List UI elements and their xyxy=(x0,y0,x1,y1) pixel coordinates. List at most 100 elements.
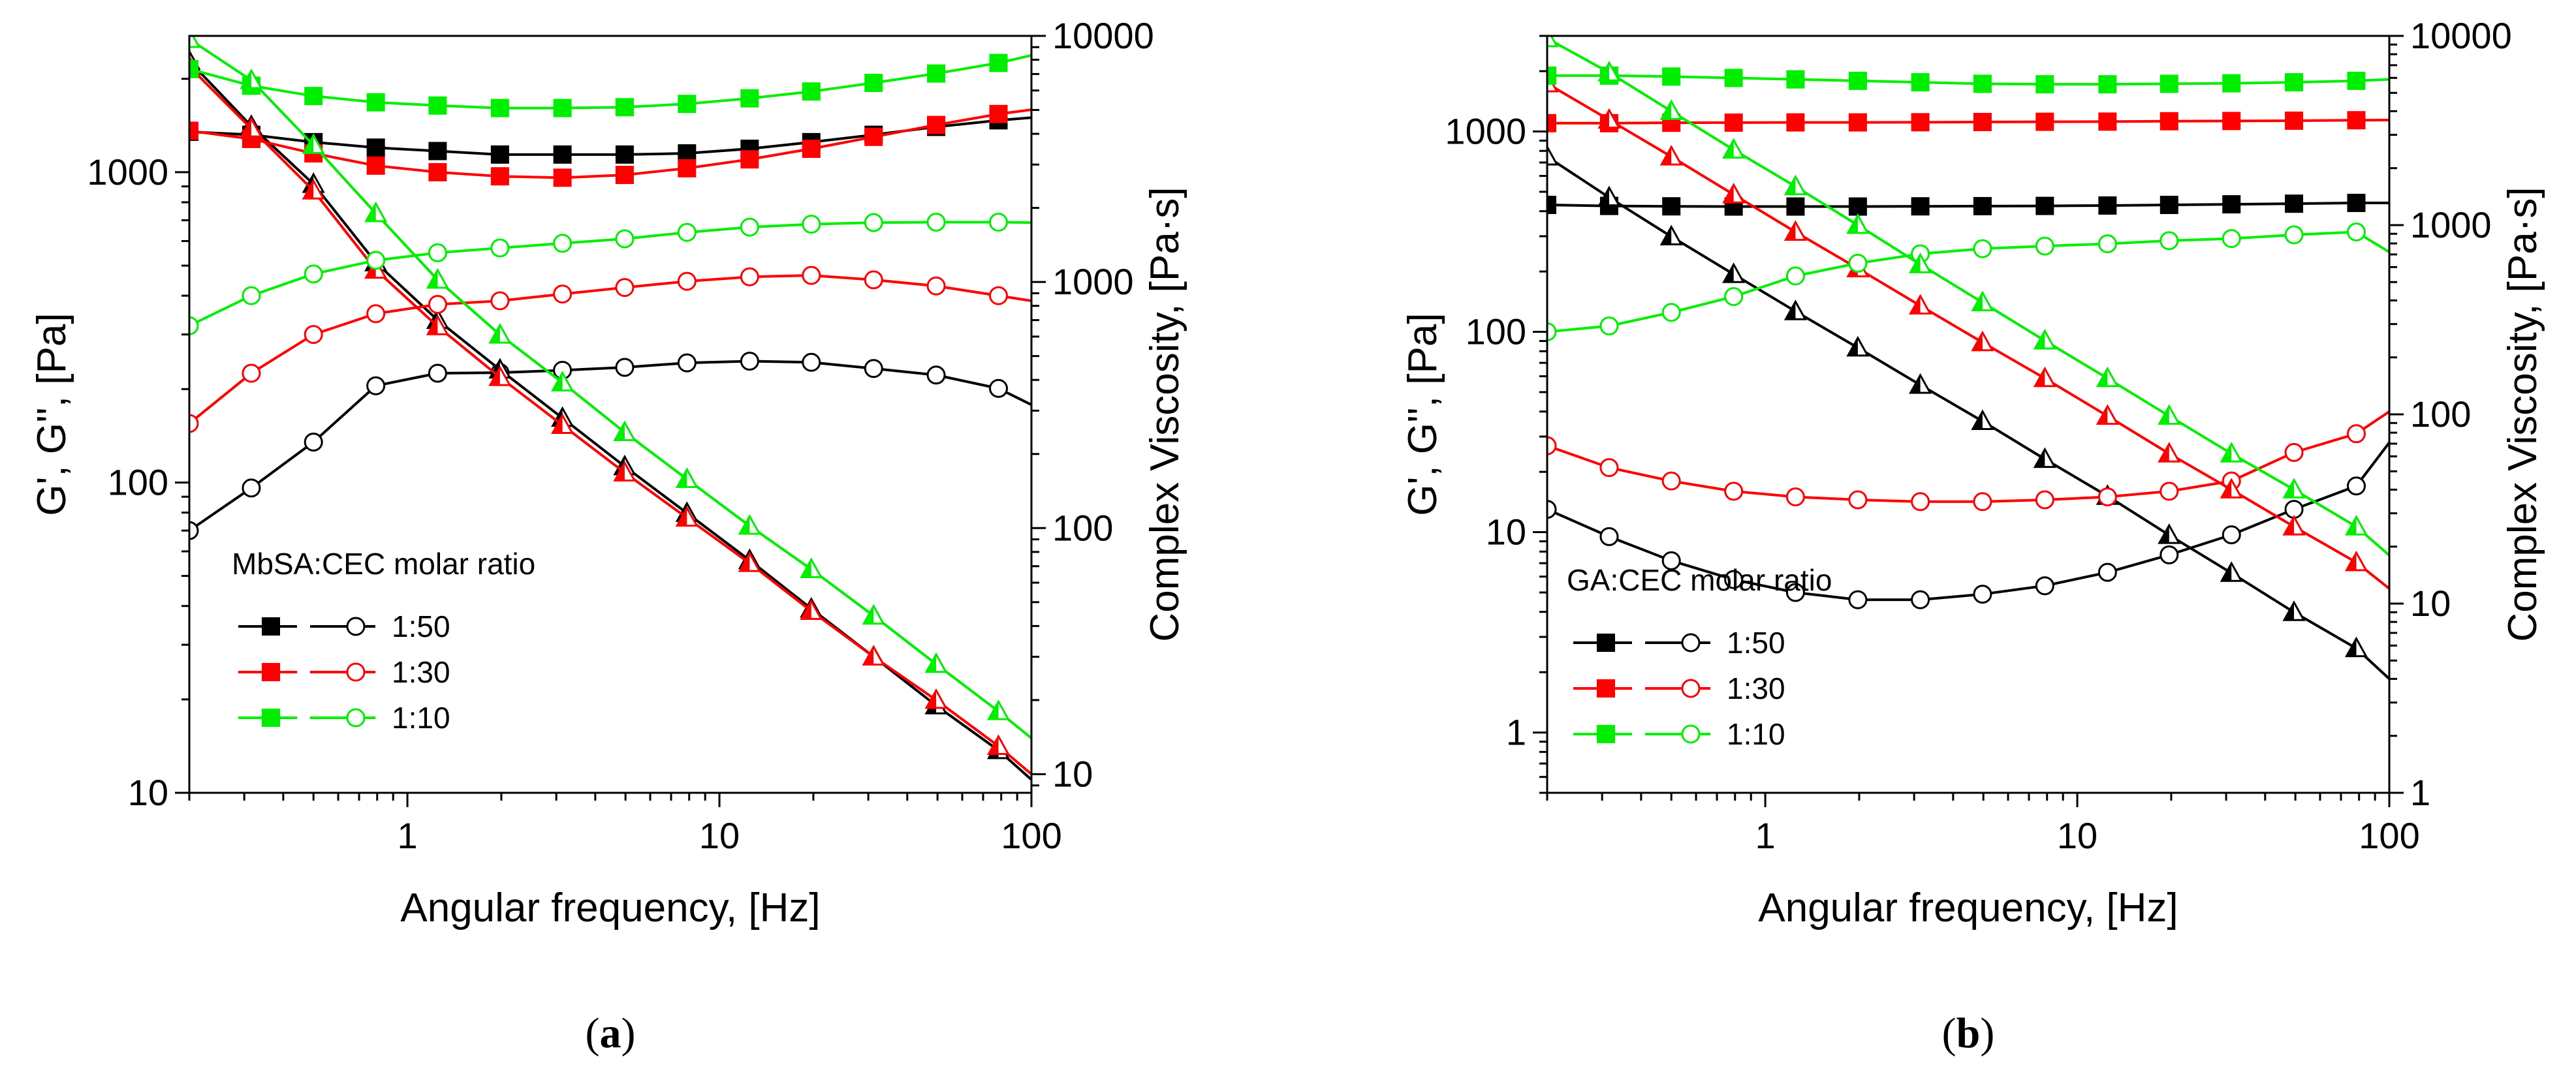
x-tick-label: 1 xyxy=(398,815,418,856)
data-point xyxy=(2158,442,2181,463)
data-point xyxy=(551,371,574,392)
marker-fill-half xyxy=(180,57,189,74)
data-point xyxy=(2035,196,2054,215)
x-tick-label: 1 xyxy=(1755,815,1776,856)
data-point xyxy=(2035,75,2054,94)
data-point xyxy=(189,414,199,433)
series-1-10-storage-modulus xyxy=(189,54,1031,117)
legend-marker-square xyxy=(1597,634,1615,652)
data-point xyxy=(862,604,885,625)
data-point xyxy=(189,316,199,335)
legend-item: 1:10 xyxy=(238,701,450,735)
y2-tick-label: 10 xyxy=(2410,583,2451,624)
data-point xyxy=(2285,194,2304,213)
data-point xyxy=(2282,600,2306,621)
data-point xyxy=(989,54,1008,72)
marker-outline xyxy=(1547,145,1559,166)
data-point xyxy=(740,267,759,286)
data-point xyxy=(988,213,1008,232)
data-point xyxy=(1911,492,1930,512)
data-point xyxy=(1547,500,1557,519)
data-point xyxy=(2035,236,2054,256)
data-point xyxy=(675,506,699,527)
data-point xyxy=(988,286,1008,305)
data-point xyxy=(2098,75,2117,94)
data-point xyxy=(1848,490,1868,510)
data-point xyxy=(2284,442,2304,462)
marker-fill-half xyxy=(1661,226,1672,245)
data-point xyxy=(1973,196,1992,215)
series-line xyxy=(189,274,1031,425)
data-point xyxy=(1783,220,1807,241)
data-point xyxy=(240,117,263,138)
data-point xyxy=(1783,300,1807,320)
data-point xyxy=(615,166,634,185)
series-1-30-loss-modulus xyxy=(189,266,1031,433)
marker-fill-half xyxy=(552,415,563,433)
data-point xyxy=(2033,329,2056,350)
data-point xyxy=(304,264,323,284)
data-point xyxy=(615,358,635,377)
series-1-10-loss-modulus xyxy=(189,213,1031,335)
x-axis-label: Angular frequency, [Hz] xyxy=(400,885,820,930)
legend-marker-circle xyxy=(1681,633,1701,653)
x-tick-label: 100 xyxy=(1001,815,1061,856)
data-point xyxy=(426,315,449,335)
x-tick-label: 10 xyxy=(2057,815,2097,856)
data-point xyxy=(1911,73,1930,92)
data-point xyxy=(2035,112,2054,131)
data-point xyxy=(615,229,635,249)
legend-marker-circle xyxy=(346,708,366,728)
y2-tick-label: 10 xyxy=(1052,753,1093,794)
legend-label: 1:30 xyxy=(1727,671,1785,705)
marker-fill-half xyxy=(241,119,251,137)
data-point xyxy=(740,89,759,108)
data-point xyxy=(2222,195,2241,214)
data-point xyxy=(2222,74,2241,93)
marker-fill-half xyxy=(180,52,189,69)
data-point xyxy=(802,266,821,285)
marker-fill-half xyxy=(2346,517,2357,535)
data-point xyxy=(553,99,572,117)
marker-fill-half xyxy=(740,516,750,534)
data-point xyxy=(1722,138,1746,159)
data-point xyxy=(2347,111,2366,130)
marker-fill-half xyxy=(428,269,438,288)
series-1-30-loss-modulus xyxy=(1547,410,2389,512)
data-point xyxy=(2158,523,2181,544)
marker-fill-half xyxy=(490,367,500,386)
data-point xyxy=(302,133,325,154)
data-point xyxy=(240,68,263,89)
marker-fill-half xyxy=(490,325,500,343)
data-point xyxy=(613,461,636,482)
data-point xyxy=(1661,471,1681,491)
data-point xyxy=(1848,253,1868,273)
marker-fill-half xyxy=(1847,337,1858,356)
data-point xyxy=(924,688,948,709)
data-point xyxy=(800,557,823,578)
data-point xyxy=(1659,224,1683,246)
legend-title: MbSA:CEC molar ratio xyxy=(232,547,535,581)
data-point xyxy=(2158,404,2181,425)
data-point xyxy=(2160,112,2178,131)
legend-marker-square xyxy=(1597,679,1615,698)
marker-outline xyxy=(1547,36,1559,48)
data-point xyxy=(490,145,509,164)
data-point xyxy=(242,478,261,498)
data-point xyxy=(1724,69,1743,87)
data-point xyxy=(1846,213,1870,234)
data-point xyxy=(2096,404,2119,425)
data-point xyxy=(1973,239,1992,258)
data-point xyxy=(366,304,386,324)
legend: MbSA:CEC molar ratio 1:50 1:30 1:10 xyxy=(232,547,535,735)
data-point xyxy=(615,278,635,298)
data-point xyxy=(864,270,883,290)
data-point xyxy=(926,365,946,385)
legend-marker-circle xyxy=(346,662,366,682)
data-point xyxy=(1547,114,1556,132)
data-point xyxy=(678,159,697,177)
data-point xyxy=(2284,225,2304,245)
series-1-10-complex-viscosity xyxy=(1547,36,2389,557)
data-point xyxy=(488,323,512,344)
data-point xyxy=(553,145,572,164)
